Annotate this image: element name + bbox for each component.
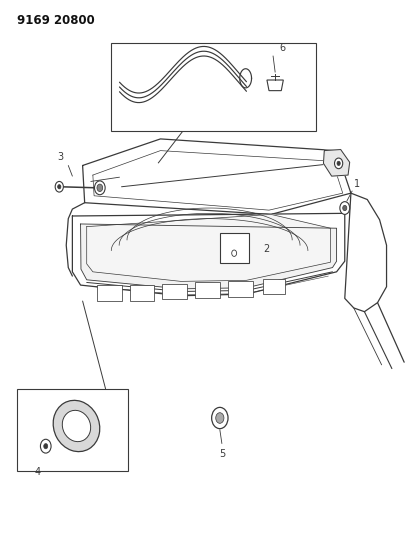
Circle shape [44,443,48,449]
Text: 4: 4 [35,467,41,478]
Text: 5: 5 [219,449,225,459]
Polygon shape [323,150,350,176]
Circle shape [55,181,63,192]
Text: 9169 20800: 9169 20800 [17,14,95,27]
Circle shape [337,161,340,165]
Polygon shape [345,193,387,312]
Text: 2: 2 [264,244,270,254]
FancyBboxPatch shape [220,233,249,263]
Bar [97,285,122,301]
Circle shape [232,250,237,256]
Bar [228,281,253,297]
Polygon shape [267,80,283,91]
Bar [195,282,220,298]
Polygon shape [81,224,337,289]
Polygon shape [83,139,351,214]
Bar [162,284,187,300]
Circle shape [340,201,350,214]
Text: 1: 1 [354,179,360,189]
Polygon shape [87,214,330,281]
Circle shape [216,413,224,423]
Circle shape [58,184,61,189]
Text: 3: 3 [57,152,63,162]
Circle shape [343,205,347,211]
Circle shape [95,181,105,195]
Bar [263,279,285,294]
Bar [111,43,316,131]
Bar [130,285,154,301]
Circle shape [335,158,343,168]
Circle shape [212,407,228,429]
Circle shape [97,184,103,191]
Ellipse shape [53,400,100,451]
Ellipse shape [62,410,91,442]
Circle shape [40,439,51,453]
Polygon shape [72,213,345,296]
Text: 6: 6 [279,43,285,53]
Bar [17,389,128,471]
